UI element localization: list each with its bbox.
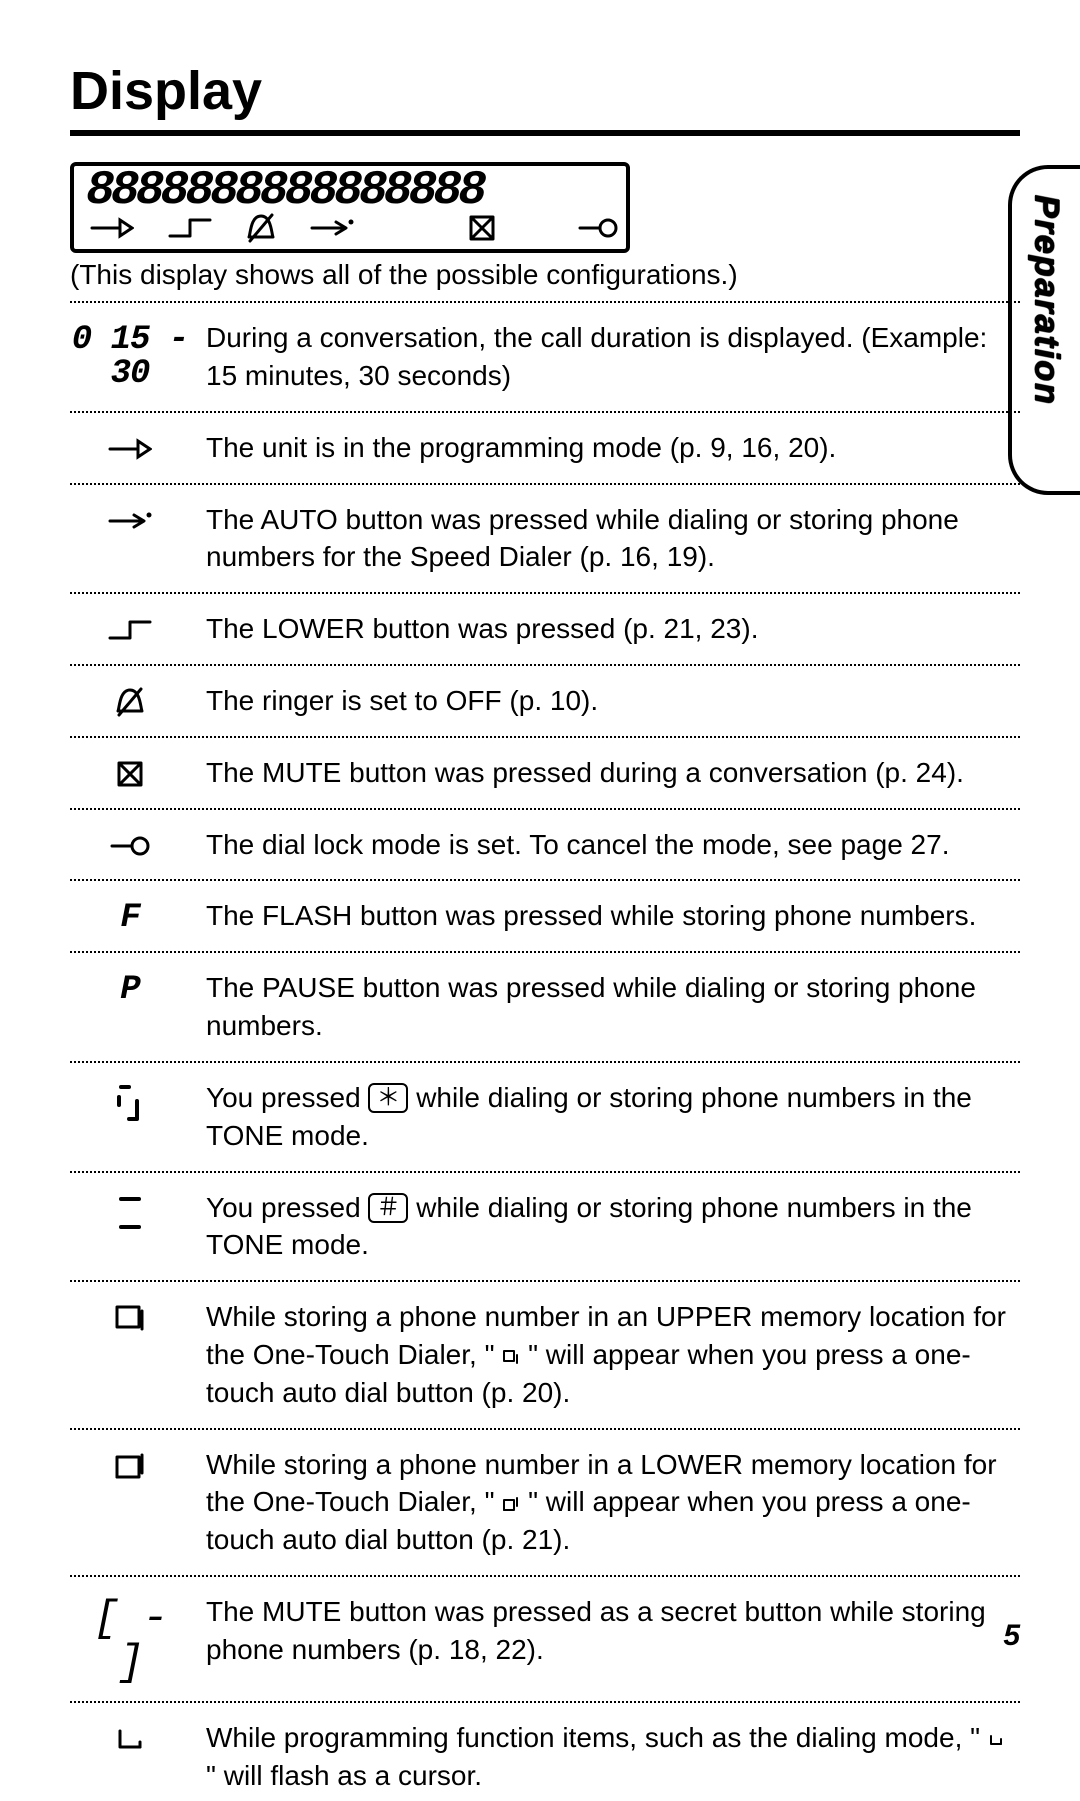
row-separator	[70, 483, 1020, 485]
row-symbol: F	[70, 897, 190, 935]
display-row: 0 15 - 30During a conversation, the call…	[70, 313, 1020, 401]
lcd-digits: 8888888888888888	[86, 170, 618, 213]
display-row: The ringer is set to OFF (p. 10).	[70, 676, 1020, 726]
row-description: You pressed ＊ while dialing or storing p…	[206, 1079, 1020, 1155]
display-row: While storing a phone number in a LOWER …	[70, 1440, 1020, 1565]
row-separator	[70, 1171, 1020, 1173]
page-title: Display	[70, 60, 1020, 122]
row-symbol: [ - ]	[70, 1593, 190, 1685]
row-description: The ringer is set to OFF (p. 10).	[206, 682, 1020, 720]
hash-glyph-icon	[115, 1193, 145, 1233]
row-symbol	[70, 501, 190, 535]
cursor-u-icon	[117, 1728, 143, 1750]
display-row: You pressed ＊ while dialing or storing p…	[70, 1073, 1020, 1161]
row-description: The FLASH button was pressed while stori…	[206, 897, 1020, 935]
auto-arrow-icon	[310, 218, 354, 238]
display-row: The LOWER button was pressed (p. 21, 23)…	[70, 604, 1020, 654]
row-description: The dial lock mode is set. To cancel the…	[206, 826, 1020, 864]
prog-arrow-icon	[108, 437, 152, 461]
display-row: While programming function items, such a…	[70, 1713, 1020, 1801]
display-row: F The FLASH button was pressed while stor…	[70, 891, 1020, 941]
row-separator	[70, 301, 1020, 303]
page: Display Preparation 8888888888888888 (Th…	[0, 0, 1080, 1679]
lower-mem-icon	[115, 1453, 145, 1479]
ringer-off-icon	[246, 213, 276, 243]
upper-mem-icon	[115, 1305, 145, 1331]
row-description: You pressed ＃ while dialing or storing p…	[206, 1189, 1020, 1265]
side-tab-label: Preparation	[1027, 195, 1066, 406]
auto-arrow-icon	[108, 511, 152, 531]
row-separator	[70, 1061, 1020, 1063]
row-symbol	[70, 610, 190, 644]
row-separator	[70, 808, 1020, 810]
keycap: ＃	[368, 1193, 408, 1223]
prog-arrow-icon	[90, 216, 134, 240]
display-row: The AUTO button was pressed while dialin…	[70, 495, 1020, 583]
display-row: [ - ] The MUTE button was pressed as a se…	[70, 1587, 1020, 1691]
row-separator	[70, 1280, 1020, 1282]
row-symbol: P	[70, 969, 190, 1007]
row-symbol	[70, 1446, 190, 1480]
row-symbol	[70, 682, 190, 717]
row-description: While storing a phone number in a LOWER …	[206, 1446, 1020, 1559]
row-separator	[70, 951, 1020, 953]
keycap: ＊	[368, 1083, 408, 1113]
display-row: You pressed ＃ while dialing or storing p…	[70, 1183, 1020, 1271]
row-description: The unit is in the programming mode (p. …	[206, 429, 1020, 467]
row-description: While programming function items, such a…	[206, 1719, 1020, 1795]
row-description: The LOWER button was pressed (p. 21, 23)…	[206, 610, 1020, 648]
row-separator	[70, 1575, 1020, 1577]
row-symbol	[70, 1079, 190, 1123]
page-number: 5	[1003, 1619, 1020, 1653]
row-description: During a conversation, the call duration…	[206, 319, 1020, 395]
display-row: The MUTE button was pressed during a con…	[70, 748, 1020, 798]
row-separator	[70, 411, 1020, 413]
lower-step-icon	[108, 619, 152, 641]
row-symbol-text: F	[120, 899, 139, 937]
lcd-caption: (This display shows all of the possible …	[70, 259, 1020, 291]
side-tab: Preparation	[1008, 165, 1080, 495]
display-row: The dial lock mode is set. To cancel the…	[70, 820, 1020, 870]
mute-box-icon	[117, 761, 143, 787]
rows-container: 0 15 - 30During a conversation, the call…	[70, 301, 1020, 1800]
row-symbol: 0 15 - 30	[70, 319, 190, 391]
row-separator	[70, 736, 1020, 738]
lcd-display-box: 8888888888888888	[70, 162, 630, 253]
cursor-u-small-icon	[988, 1733, 1004, 1747]
row-description: The AUTO button was pressed while dialin…	[206, 501, 1020, 577]
row-symbol	[70, 1298, 190, 1332]
row-description: The MUTE button was pressed as a secret …	[206, 1593, 1020, 1669]
row-symbol	[70, 1719, 190, 1753]
lower-step-icon	[168, 217, 212, 239]
row-description: The MUTE button was pressed during a con…	[206, 754, 1020, 792]
row-separator	[70, 592, 1020, 594]
mute-box-icon	[469, 215, 495, 241]
row-separator	[70, 1428, 1020, 1430]
star-glyph-icon	[115, 1083, 145, 1123]
row-separator	[70, 664, 1020, 666]
row-separator	[70, 879, 1020, 881]
row-description: While storing a phone number in an UPPER…	[206, 1298, 1020, 1411]
dial-lock-icon	[110, 834, 150, 858]
row-symbol-text: 0 15 - 30	[72, 321, 188, 393]
title-rule-thick	[70, 130, 1020, 136]
dial-lock-icon	[578, 216, 618, 240]
upper-mem-small-icon	[502, 1349, 520, 1365]
row-symbol-text: [ - ]	[93, 1594, 166, 1688]
row-symbol-text: P	[120, 971, 139, 1009]
row-description: The PAUSE button was pressed while diali…	[206, 969, 1020, 1045]
row-separator	[70, 1701, 1020, 1703]
display-row: The unit is in the programming mode (p. …	[70, 423, 1020, 473]
ringer-off-icon	[115, 687, 145, 717]
row-symbol	[70, 1189, 190, 1233]
lower-mem-small-icon	[502, 1496, 520, 1512]
row-symbol	[70, 826, 190, 860]
display-row: While storing a phone number in an UPPER…	[70, 1292, 1020, 1417]
row-symbol	[70, 429, 190, 463]
display-row: P The PAUSE button was pressed while dial…	[70, 963, 1020, 1051]
row-symbol	[70, 754, 190, 788]
